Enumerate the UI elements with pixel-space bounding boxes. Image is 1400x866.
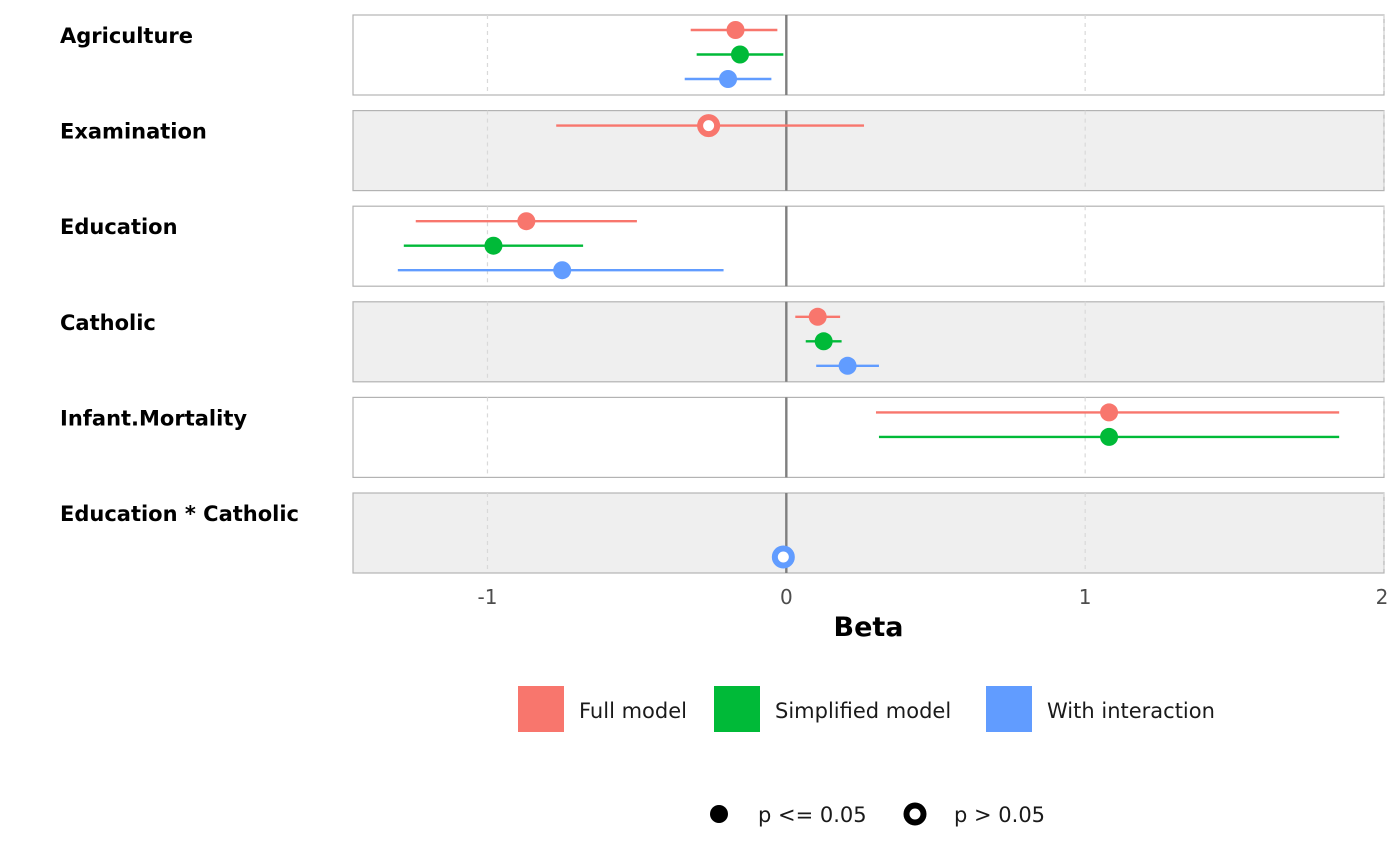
legend-swatch-interaction: [986, 686, 1032, 732]
facet-panel: Education * Catholic: [60, 492, 1385, 574]
point-interaction: [553, 261, 572, 280]
significance-legend: p <= 0.05 p > 0.05: [710, 802, 1045, 827]
point-simplified: [814, 332, 833, 351]
point-simplified: [1100, 427, 1119, 446]
facet-panels: Agriculture Examination Education Catholic I…: [60, 14, 1385, 574]
point-simplified: [730, 45, 749, 64]
panel-background: [352, 14, 1385, 96]
point-full: [697, 114, 721, 138]
facet-label-2: Education: [60, 215, 178, 239]
legend-filled-circle: [710, 805, 728, 823]
facet-label-3: Catholic: [60, 311, 156, 335]
x-axis-title: Beta: [833, 612, 903, 643]
facet-label-1: Examination: [60, 120, 207, 144]
facet-label-0: Agriculture: [60, 24, 193, 48]
facet-panel: Catholic: [60, 301, 1385, 383]
legend-label-interaction: With interaction: [1047, 699, 1215, 723]
point-interaction: [838, 356, 857, 375]
panel-background: [352, 492, 1385, 574]
point-full: [726, 21, 745, 39]
facet-label-5: Education * Catholic: [60, 502, 299, 526]
legend-label-simplified: Simplified model: [775, 699, 951, 723]
facet-panel: Examination: [60, 109, 1385, 192]
point-simplified: [484, 236, 503, 255]
legend-open-circle: [903, 802, 927, 826]
point-interaction: [771, 545, 795, 569]
facet-panel: Education: [60, 205, 1385, 287]
facet-panel: Agriculture: [60, 14, 1385, 96]
facet-label-4: Infant.Mortality: [60, 406, 247, 430]
x-tick-label: 2: [1376, 585, 1389, 609]
legend-significance-label: p > 0.05: [954, 803, 1045, 827]
panel-background: [352, 301, 1385, 383]
color-legend: Full model Simplified model With interacti…: [518, 686, 1215, 732]
x-tick-label: 0: [780, 585, 793, 609]
point-full: [1100, 403, 1119, 422]
point-full: [517, 212, 536, 231]
point-full: [808, 307, 827, 326]
panel-background: [352, 109, 1385, 192]
legend-swatch-simplified: [714, 686, 760, 732]
legend-swatch-full: [518, 686, 564, 732]
point-interaction: [719, 70, 738, 88]
legend-label-full: Full model: [579, 699, 687, 723]
facet-panel: Infant.Mortality: [60, 396, 1385, 478]
x-tick-label: 1: [1079, 585, 1092, 609]
legend-significance-label: p <= 0.05: [758, 803, 867, 827]
x-tick-label: -1: [478, 585, 498, 609]
